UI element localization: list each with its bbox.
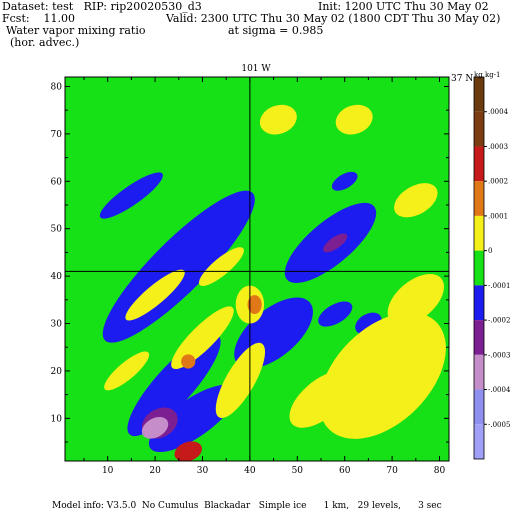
colorbar-label: -.0004: [488, 386, 511, 394]
x-tick-label: 20: [149, 466, 161, 476]
y-tick-label: 10: [51, 414, 63, 424]
fcst-label: Fcst: 11.00: [2, 12, 76, 25]
contour-region-24: [247, 295, 262, 315]
x-tick-label: 50: [292, 466, 304, 476]
horizontal-crosshair-label: 37 N: [451, 74, 473, 84]
contour-region-17: [215, 342, 266, 419]
y-tick-label: 20: [51, 367, 63, 377]
contour-region-11: [141, 416, 169, 439]
model-info-footer: Model info: V3.5.0 No Cumulus Blackadar …: [52, 501, 442, 511]
colorbar-label: .0003: [488, 143, 508, 151]
colorbar-swatch: [474, 354, 484, 390]
sigma-label: at sigma = 0.985: [228, 24, 324, 37]
x-tick-label: 60: [339, 466, 351, 476]
colorbar-swatch: [474, 111, 484, 147]
contour-region-16: [387, 274, 445, 326]
contour-region-19: [335, 104, 373, 135]
colorbar-unit-label: kg kg-1: [474, 71, 501, 79]
colorbar-swatch: [474, 285, 484, 321]
vertical-crosshair-label: 101 W: [241, 64, 271, 74]
contour-region-1: [99, 172, 163, 219]
contour-region-15: [319, 312, 446, 439]
valid-label: Valid: 2300 UTC Thu 30 May 02 (1800 CDT …: [166, 12, 501, 25]
contour-region-13: [171, 306, 234, 370]
colorbar-swatch: [474, 389, 484, 425]
colorbar-frame: [473, 76, 485, 460]
colorbar-label: -.0002: [488, 317, 510, 325]
contour-region-2: [127, 334, 221, 437]
contour-region-14: [104, 351, 150, 391]
plot-frame: [64, 76, 450, 462]
x-tick-label: 70: [386, 466, 398, 476]
contour-region-26: [174, 441, 203, 461]
y-tick-label: 80: [51, 82, 63, 92]
y-tick-label: 70: [51, 130, 63, 140]
colorbar-swatch: [474, 320, 484, 355]
x-tick-label: 40: [244, 466, 256, 476]
contour-region-9: [323, 233, 348, 253]
field-name-label: Water vapor mixing ratio: [6, 24, 146, 37]
x-tick-label: 80: [434, 466, 446, 476]
contour-region-6: [331, 171, 358, 191]
contour-region-7: [318, 301, 353, 327]
colorbar-swatch: [474, 146, 484, 182]
contour-region-22: [198, 247, 244, 287]
colorbar-swatch: [474, 424, 484, 459]
y-tick-label: 60: [51, 177, 63, 187]
field-subtitle-label: (hor. advec.): [10, 36, 80, 49]
y-tick-label: 50: [51, 225, 63, 235]
contour-region-20: [394, 183, 438, 218]
contour-region-18: [259, 104, 297, 135]
colorbar-label: .0002: [488, 178, 508, 186]
colorbar-label: .0004: [488, 108, 509, 116]
contour-region-25: [181, 354, 196, 369]
dataset-label: Dataset: test RIP: rip20020530_d3: [2, 0, 202, 13]
contour-region-3: [148, 384, 238, 453]
colorbar-label: -.0005: [488, 421, 510, 429]
colorbar-swatch: [474, 250, 484, 286]
y-tick-label: 30: [51, 320, 63, 330]
contour-region-12: [125, 269, 185, 321]
colorbar-swatch: [474, 181, 484, 216]
colorbar-swatch: [474, 215, 484, 251]
colorbar-label: .0001: [488, 212, 508, 220]
colorbar-swatch: [474, 77, 484, 112]
init-label: Init: 1200 UTC Thu 30 May 02: [318, 0, 489, 13]
colorbar-label: 0: [488, 247, 492, 255]
x-tick-label: 10: [102, 466, 114, 476]
colorbar-label: -.0003: [488, 351, 510, 359]
y-tick-label: 40: [51, 272, 63, 282]
contour-region-21: [289, 370, 353, 428]
x-tick-label: 30: [197, 466, 209, 476]
colorbar-label: -.0001: [488, 282, 510, 290]
